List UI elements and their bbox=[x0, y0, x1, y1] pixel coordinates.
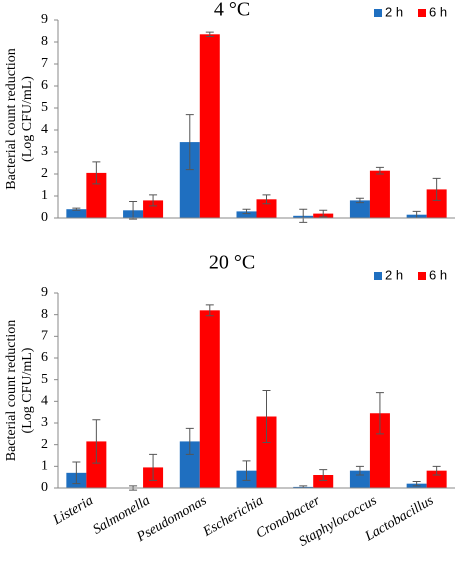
chart-title: 4 °C bbox=[214, 0, 250, 21]
y-tick-label: 4 bbox=[41, 122, 48, 137]
legend-swatch bbox=[374, 272, 382, 280]
legend-swatch bbox=[418, 9, 426, 17]
y-tick-label: 9 bbox=[41, 12, 48, 27]
error-bar bbox=[72, 207, 81, 211]
error-bar bbox=[262, 194, 271, 205]
y-axis-label: Bacterial count reduction bbox=[4, 48, 19, 190]
error-bar bbox=[262, 390, 271, 443]
error-bar bbox=[242, 460, 251, 481]
y-tick-label: 1 bbox=[41, 459, 48, 474]
bar bbox=[369, 170, 390, 218]
y-tick-label: 2 bbox=[41, 437, 48, 452]
y-tick-label: 6 bbox=[41, 350, 48, 365]
y-tick-label: 6 bbox=[41, 78, 48, 93]
error-bar bbox=[375, 392, 384, 435]
bar bbox=[86, 172, 107, 218]
y-tick-label: 3 bbox=[41, 144, 48, 159]
error-bar bbox=[299, 208, 308, 223]
error-bar bbox=[149, 194, 158, 207]
y-tick-label: 3 bbox=[41, 415, 48, 430]
y-tick-label: 8 bbox=[41, 34, 48, 49]
bar bbox=[349, 200, 370, 218]
error-bar bbox=[92, 161, 101, 185]
error-bar bbox=[129, 201, 138, 220]
legend-label: 6 h bbox=[429, 267, 447, 282]
bar bbox=[349, 470, 370, 488]
bar bbox=[199, 34, 220, 218]
bar bbox=[426, 189, 447, 218]
bar bbox=[256, 199, 277, 218]
bar bbox=[86, 441, 107, 488]
bar bbox=[313, 475, 334, 488]
bar bbox=[256, 416, 277, 488]
legend-swatch bbox=[374, 9, 382, 17]
legend-label: 2 h bbox=[385, 4, 403, 19]
y-tick-label: 8 bbox=[41, 307, 48, 322]
error-bar bbox=[185, 114, 194, 171]
y-tick-label: 0 bbox=[41, 480, 48, 495]
y-tick-label: 9 bbox=[41, 285, 48, 300]
bar bbox=[426, 470, 447, 488]
bar bbox=[236, 211, 257, 218]
error-bar bbox=[319, 469, 328, 481]
x-tick-label: Listeria bbox=[50, 493, 96, 528]
y-axis-label: (Log CFU/mL) bbox=[20, 76, 35, 162]
y-tick-label: 4 bbox=[41, 394, 48, 409]
error-bar bbox=[432, 177, 441, 201]
y-tick-label: 5 bbox=[41, 372, 48, 387]
y-tick-label: 7 bbox=[41, 329, 48, 344]
y-axis-label: (Log CFU/mL) bbox=[20, 347, 35, 433]
bar bbox=[179, 142, 200, 218]
error-bar bbox=[185, 427, 194, 455]
error-bar bbox=[355, 197, 364, 204]
y-tick-label: 7 bbox=[41, 56, 48, 71]
bar bbox=[199, 310, 220, 488]
error-bar bbox=[375, 166, 384, 175]
bar bbox=[369, 413, 390, 488]
y-axis-label: Bacterial count reduction bbox=[4, 320, 19, 462]
chart-title: 20 °C bbox=[209, 252, 255, 274]
error-bar bbox=[412, 481, 421, 487]
legend-swatch bbox=[418, 272, 426, 280]
legend-label: 6 h bbox=[429, 4, 447, 19]
legend-label: 2 h bbox=[385, 267, 403, 282]
error-bar bbox=[319, 209, 328, 218]
error-bar bbox=[432, 465, 441, 476]
error-bar bbox=[72, 461, 81, 485]
bar bbox=[66, 209, 87, 218]
y-tick-label: 5 bbox=[41, 100, 48, 115]
error-bar bbox=[355, 465, 364, 476]
y-tick-label: 2 bbox=[41, 166, 48, 181]
error-bar bbox=[92, 419, 101, 464]
error-bar bbox=[205, 31, 214, 37]
error-bar bbox=[242, 208, 251, 215]
error-bar bbox=[205, 304, 214, 317]
y-tick-label: 0 bbox=[41, 210, 48, 225]
error-bar bbox=[149, 453, 158, 481]
y-tick-label: 1 bbox=[41, 188, 48, 203]
bar bbox=[143, 200, 164, 218]
bar bbox=[179, 441, 200, 488]
